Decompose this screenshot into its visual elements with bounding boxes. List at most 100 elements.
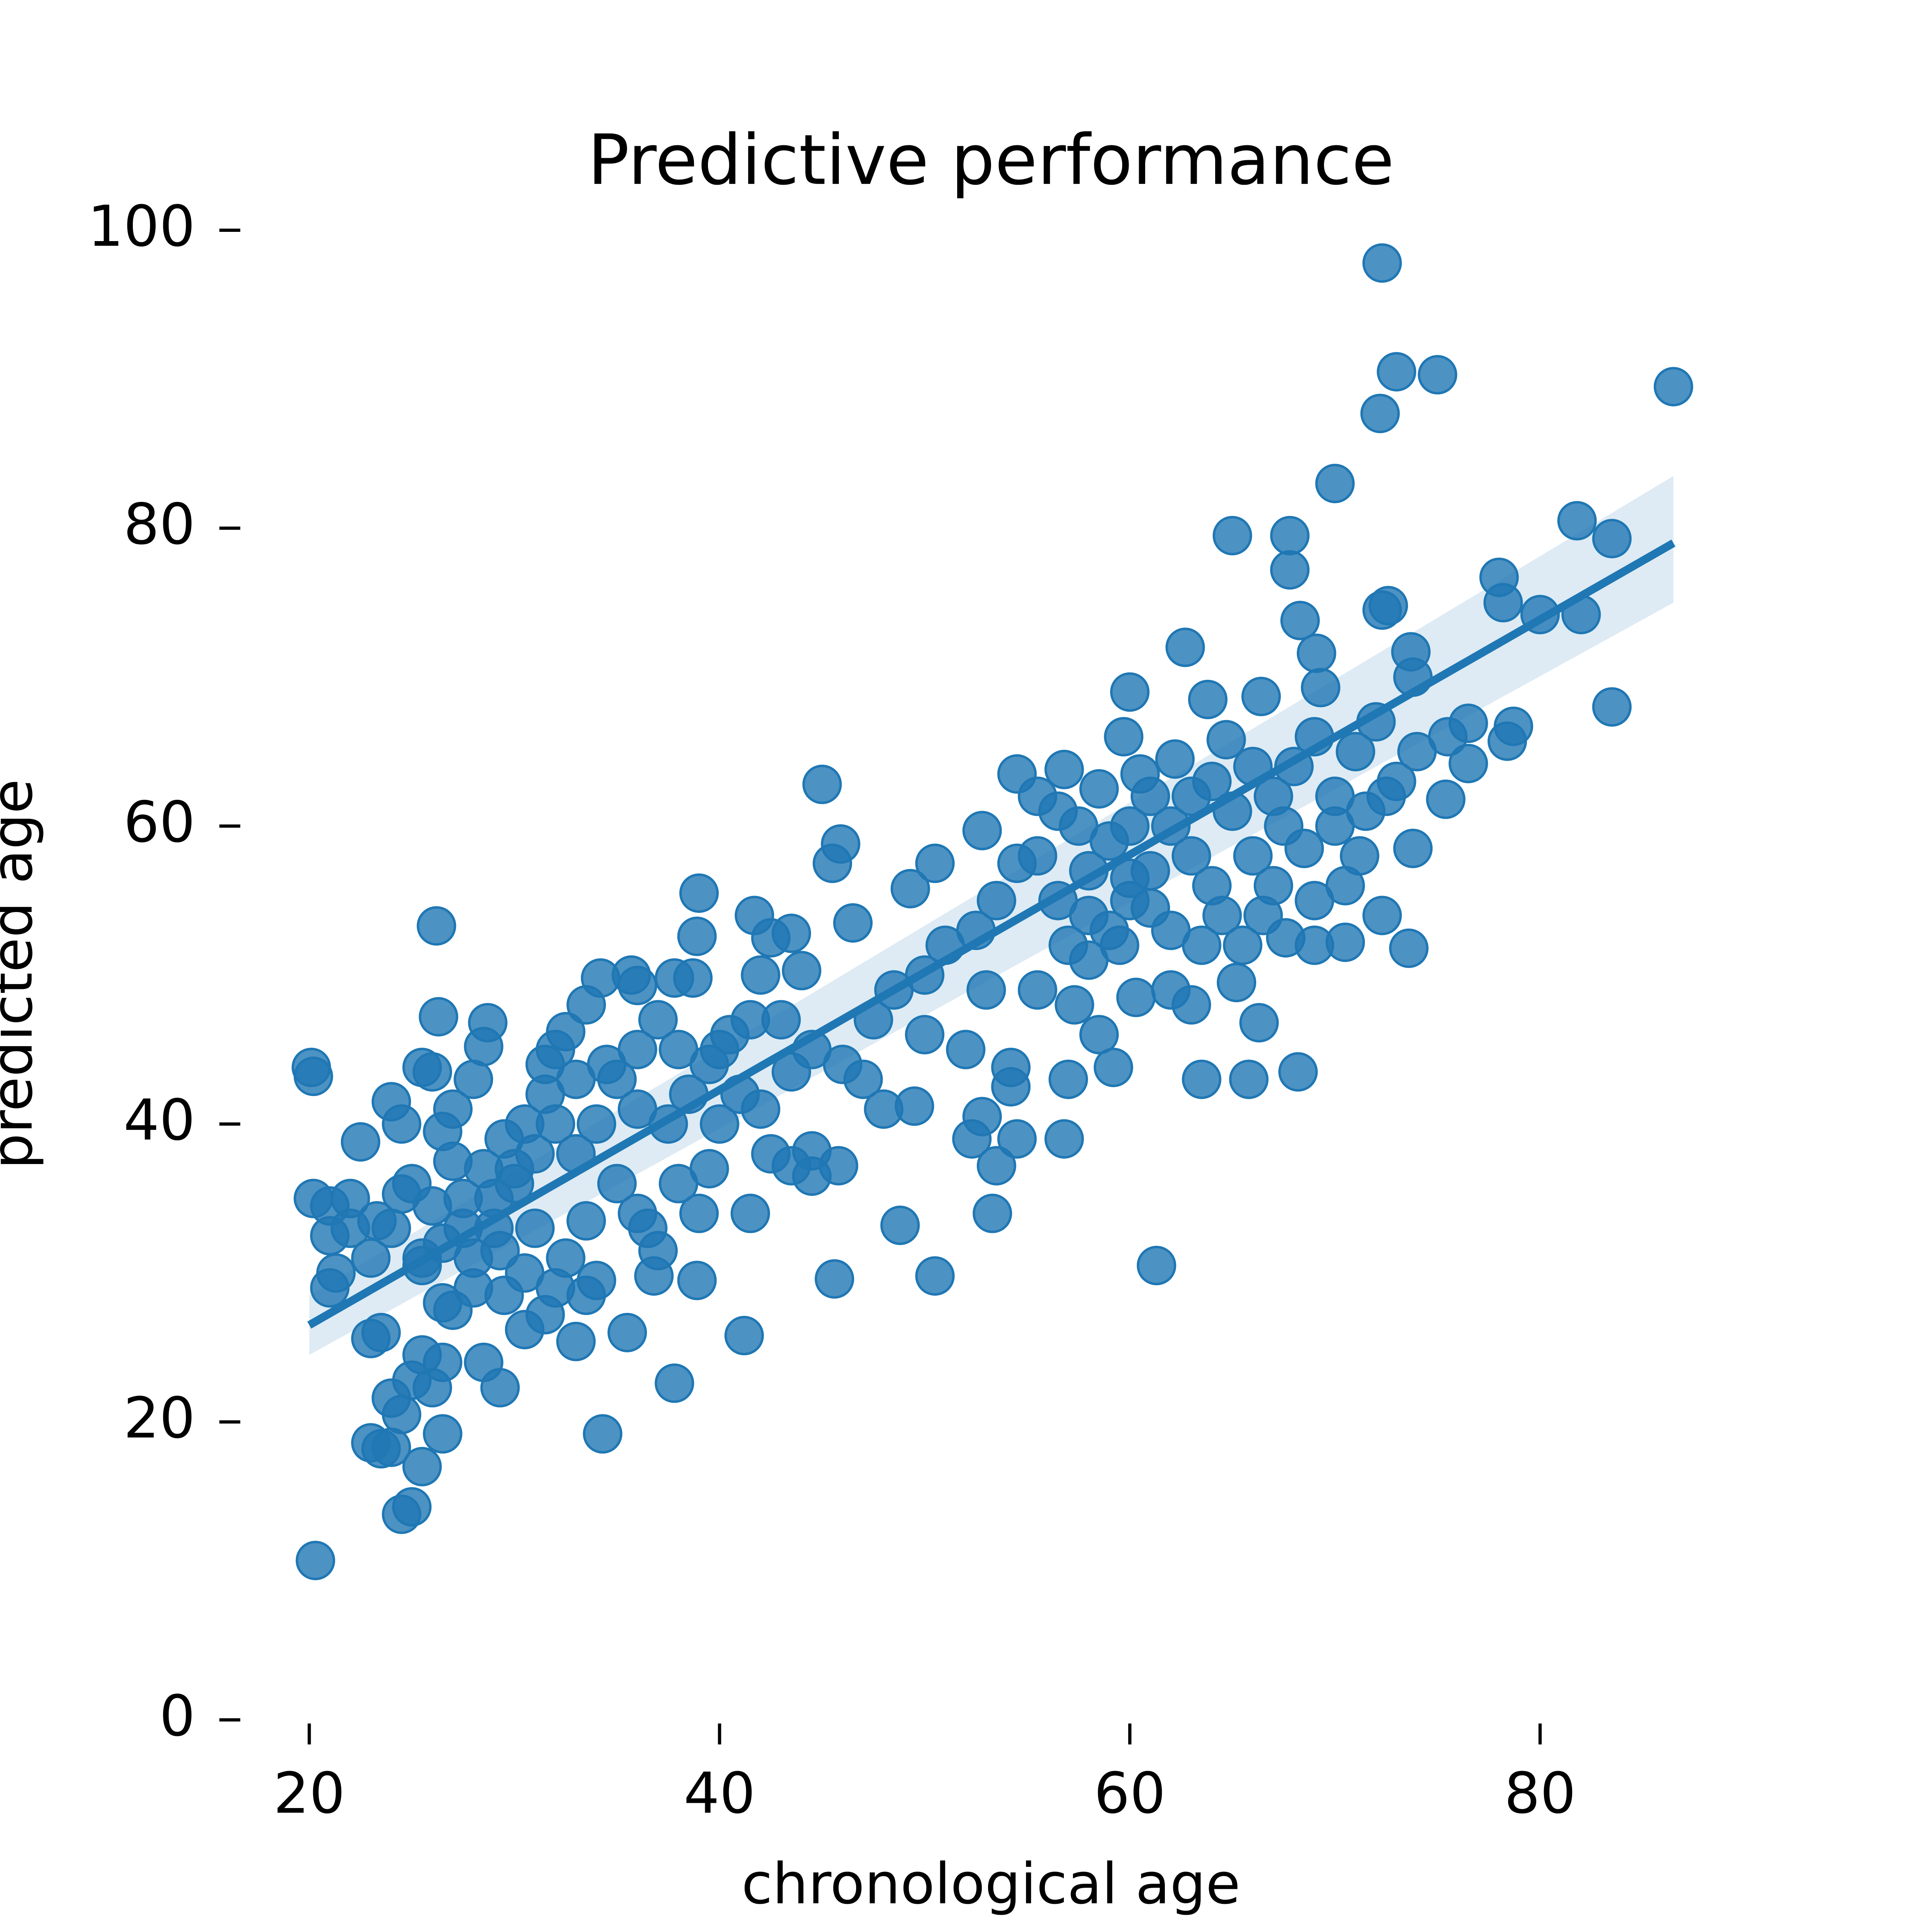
point (1418, 355, 1457, 395)
point (976, 881, 1016, 921)
x-axis-label: chronological age (741, 1852, 1241, 1917)
point (1212, 516, 1252, 555)
x-tick-label: 60 (1094, 1761, 1166, 1827)
point (1362, 243, 1402, 283)
point (1653, 367, 1693, 407)
point (1018, 970, 1057, 1010)
point (1301, 668, 1341, 708)
point (997, 1119, 1037, 1159)
point (1182, 1059, 1222, 1099)
point (833, 903, 873, 943)
point (1079, 769, 1119, 809)
point (1055, 985, 1094, 1025)
point (535, 1104, 575, 1144)
point (761, 1000, 801, 1040)
point (515, 1208, 555, 1248)
point (890, 869, 930, 908)
point (454, 1059, 493, 1099)
point (1360, 394, 1400, 433)
point (464, 1149, 504, 1189)
point (819, 1146, 859, 1186)
y-tick-label: 0 (159, 1684, 195, 1749)
point (295, 1540, 335, 1580)
point (1592, 519, 1632, 559)
point (1557, 501, 1597, 541)
point (293, 1057, 333, 1096)
point (351, 1238, 391, 1278)
point (1151, 970, 1191, 1010)
regression-line (307, 539, 1676, 1329)
point (556, 1321, 596, 1361)
point (741, 1089, 780, 1129)
point (1044, 749, 1084, 789)
point (677, 916, 717, 956)
point (607, 1313, 647, 1352)
point (1233, 836, 1273, 876)
point (1426, 779, 1466, 819)
point (535, 1268, 575, 1308)
point (372, 1208, 411, 1248)
point (576, 1261, 616, 1300)
point (1294, 881, 1334, 921)
point (731, 1193, 770, 1233)
y-tick-label: 40 (124, 1088, 195, 1153)
point (962, 811, 1002, 850)
point (1223, 925, 1263, 965)
point (1362, 896, 1402, 935)
point (310, 1268, 350, 1308)
point (1137, 1246, 1177, 1286)
point (1049, 1059, 1088, 1099)
point (724, 1316, 764, 1356)
point (689, 1149, 729, 1189)
point (1202, 896, 1242, 935)
point (1239, 1003, 1279, 1042)
point (1270, 550, 1310, 590)
point (1018, 836, 1057, 876)
point (1315, 464, 1355, 504)
point (962, 1097, 1002, 1137)
point (700, 1104, 739, 1144)
point (966, 970, 1006, 1010)
point (991, 1067, 1031, 1107)
point (587, 1044, 627, 1084)
point (1206, 720, 1246, 760)
point (1270, 516, 1310, 555)
point (1116, 978, 1156, 1018)
point (1243, 896, 1283, 935)
point (905, 1015, 945, 1055)
point (1165, 627, 1205, 667)
point (1094, 1047, 1133, 1087)
point (1217, 963, 1257, 1003)
point (802, 764, 842, 804)
x-tick-label: 40 (684, 1761, 755, 1827)
point (976, 1146, 1016, 1186)
point (341, 1122, 380, 1162)
point (1110, 858, 1150, 898)
point (1448, 743, 1488, 783)
chart-title: Predictive performance (588, 120, 1394, 200)
point (1487, 721, 1527, 761)
point (915, 1256, 955, 1296)
point (677, 1261, 717, 1300)
point (638, 1000, 678, 1040)
point (1018, 776, 1057, 816)
point (679, 1193, 719, 1233)
point (1296, 634, 1336, 673)
point (1069, 896, 1109, 935)
point (864, 1089, 904, 1129)
point (654, 1363, 694, 1403)
point (417, 906, 456, 946)
point (815, 1259, 855, 1299)
point (382, 1104, 421, 1144)
point (423, 1414, 462, 1454)
point (880, 1205, 920, 1245)
y-tick-label: 20 (124, 1385, 195, 1451)
point (813, 843, 852, 883)
point (1592, 687, 1632, 727)
point (1171, 836, 1211, 876)
point (330, 1179, 370, 1218)
point (361, 1313, 401, 1352)
point (1483, 583, 1523, 623)
point (576, 1104, 616, 1144)
